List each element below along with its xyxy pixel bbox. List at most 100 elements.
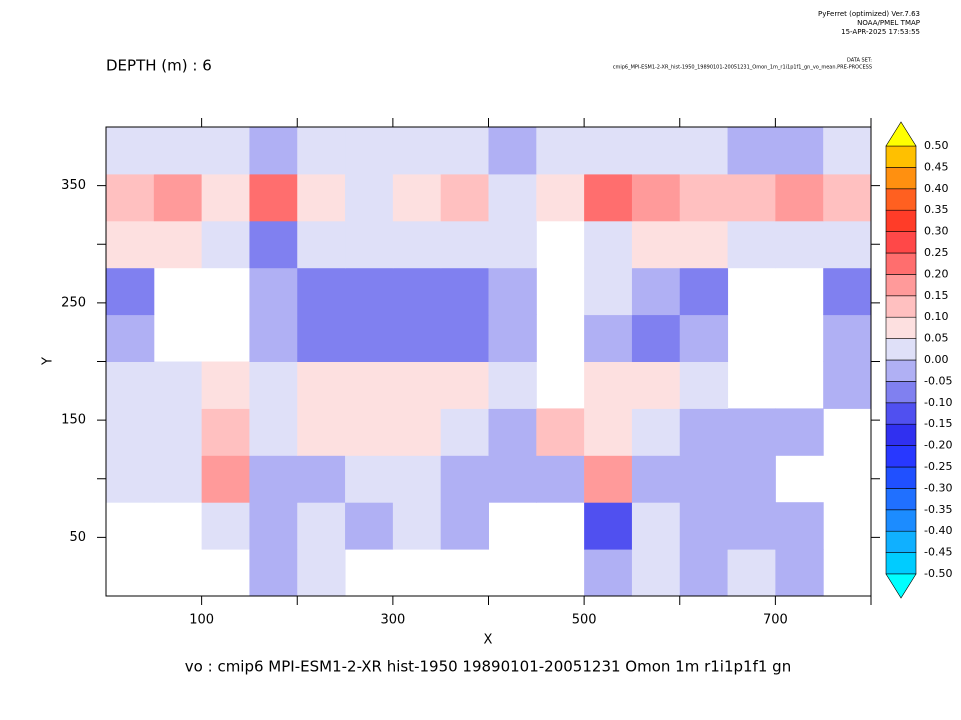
cell (584, 408, 633, 456)
cell (631, 455, 681, 503)
cell (440, 173, 489, 222)
colorbar-swatch (885, 402, 917, 425)
cell (727, 173, 776, 222)
cell (440, 127, 489, 175)
cell (440, 220, 489, 269)
colorbar-label: 0.35 (924, 203, 949, 216)
cell (297, 455, 346, 503)
colorbar-swatch (885, 466, 917, 489)
x-tick-label: 300 (380, 613, 405, 628)
cell (153, 220, 203, 269)
cell (727, 502, 776, 550)
colorbar-label: -0.30 (924, 481, 952, 494)
cell (631, 549, 681, 597)
cell (631, 267, 681, 316)
dataset-label: DATA SET: (847, 58, 872, 64)
cell (249, 220, 298, 269)
x-tick-label: 100 (189, 613, 214, 628)
cell (297, 549, 346, 597)
cell (297, 173, 346, 222)
cell (249, 173, 298, 222)
cell (679, 127, 729, 175)
cell (488, 314, 537, 362)
cell (201, 127, 250, 175)
cell (153, 173, 203, 222)
colorbar-label: -0.20 (924, 439, 952, 452)
cell (106, 408, 155, 456)
colorbar-label: 0.30 (924, 225, 949, 238)
cell (106, 127, 155, 175)
cell (823, 173, 872, 222)
cell (249, 361, 298, 409)
colorbar-label: -0.35 (924, 503, 952, 516)
colorbar-swatch (885, 295, 917, 318)
cell (488, 267, 537, 316)
colorbar-label: 0.45 (924, 160, 949, 173)
cell (345, 408, 394, 456)
cell (440, 455, 489, 503)
colorbar-swatch (885, 338, 917, 361)
cell (249, 314, 298, 362)
cell (536, 455, 585, 503)
colorbar-extension-high (885, 121, 917, 147)
software: PyFerret (optimized) Ver.7.63 (818, 10, 920, 18)
cell (631, 173, 681, 222)
cell (440, 361, 489, 409)
y-tick-label: 150 (61, 413, 86, 428)
colorbar-label: -0.15 (924, 417, 952, 430)
cell (249, 502, 298, 550)
y-tick-label: 50 (69, 530, 86, 545)
cell (201, 361, 250, 409)
cell (727, 127, 776, 175)
cell (249, 267, 298, 316)
cell (775, 127, 824, 175)
cell (584, 127, 633, 175)
cell (631, 361, 681, 409)
cell (631, 220, 681, 269)
cell (106, 173, 155, 222)
colorbar-label: 0.40 (924, 182, 949, 195)
cell (440, 267, 489, 316)
cell (345, 267, 394, 316)
cell (488, 220, 537, 269)
colorbar-swatch (885, 316, 917, 339)
colorbar-swatch (885, 530, 917, 553)
cell (584, 361, 633, 409)
cell (345, 455, 394, 503)
cell (727, 455, 776, 503)
colorbar-swatch (885, 552, 917, 575)
cell (775, 220, 824, 269)
cell (392, 314, 442, 362)
cell (201, 455, 250, 503)
colorbar-label: -0.05 (924, 374, 952, 387)
cell (823, 314, 872, 362)
cell (106, 361, 155, 409)
cell (488, 173, 537, 222)
cell (440, 502, 489, 550)
cell (345, 361, 394, 409)
colorbar-label: 0.15 (924, 289, 949, 302)
cell (823, 361, 872, 409)
colorbar-swatch (885, 381, 917, 404)
cell (440, 408, 489, 456)
cell (488, 455, 537, 503)
cell (440, 314, 489, 362)
cell (536, 408, 585, 456)
cell (345, 220, 394, 269)
cell (679, 549, 729, 597)
cell (249, 455, 298, 503)
x-tick-label: 700 (763, 613, 788, 628)
cell (392, 502, 442, 550)
cell (823, 267, 872, 316)
colorbar-swatch (885, 167, 917, 190)
cell (201, 220, 250, 269)
colorbar-label: 0.05 (924, 332, 949, 345)
cell (679, 267, 729, 316)
colorbar-swatch (885, 209, 917, 232)
cell (297, 361, 346, 409)
y-tick-label: 250 (61, 295, 86, 310)
cell (679, 408, 729, 456)
colorbar-swatch (885, 231, 917, 254)
cell (297, 408, 346, 456)
colorbar-label: 0.20 (924, 267, 949, 280)
